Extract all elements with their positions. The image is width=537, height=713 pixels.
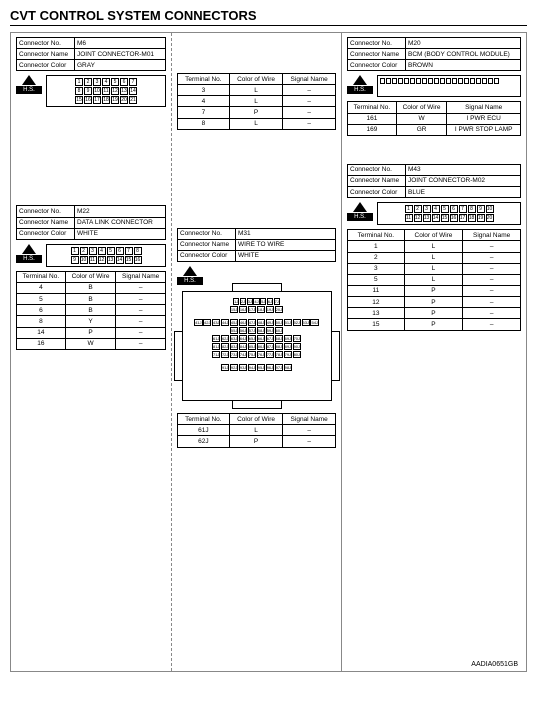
m31-meta-table: Connector No.M31 Connector NameWIRE TO W… xyxy=(177,228,336,262)
m22-signal-table: Terminal No.Color of WireSignal Name 4B–… xyxy=(16,271,166,350)
hs-badge: H.S. xyxy=(177,266,203,285)
m22-meta-table: Connector No.M22 Connector NameDATA LINK… xyxy=(16,205,166,239)
m6-connector-diagram: 123456789101112131415161718192021 xyxy=(46,75,166,107)
hs-badge: H.S. xyxy=(347,202,373,221)
page-title: CVT CONTROL SYSTEM CONNECTORS xyxy=(10,8,527,26)
column-2: Terminal No.Color of WireSignal Name 3L–… xyxy=(171,33,341,671)
m20-connector-diagram xyxy=(377,75,521,97)
hs-badge: H.S. xyxy=(16,75,42,94)
m43-connector-diagram: 1234567891011121314151617181920 xyxy=(377,202,521,225)
reference-id: AADIA0651GB xyxy=(471,661,518,668)
m6-meta-table: Connector No.M6 Connector NameJOINT CONN… xyxy=(16,37,166,71)
hs-badge: H.S. xyxy=(347,75,373,94)
m43-signal-table: Terminal No.Color of WireSignal Name 1L–… xyxy=(347,229,521,330)
hs-badge: H.S. xyxy=(16,244,42,263)
m20-signal-table: Terminal No.Color of WireSignal Name 161… xyxy=(347,101,521,135)
m20-meta-table: Connector No.M20 Connector NameBCM (BODY… xyxy=(347,37,521,71)
m31-signal-table: Terminal No.Color of WireSignal Name 61J… xyxy=(177,413,336,447)
m43-meta-table: Connector No.M43 Connector NameJOINT CON… xyxy=(347,164,521,198)
m6-signal-table: Terminal No.Color of WireSignal Name 3L–… xyxy=(177,73,336,130)
column-3: Connector No.M20 Connector NameBCM (BODY… xyxy=(341,33,526,671)
column-1: Connector No.M6 Connector NameJOINT CONN… xyxy=(11,33,171,671)
diagram-frame: Connector No.M6 Connector NameJOINT CONN… xyxy=(10,32,527,672)
m22-connector-diagram: 12345678910111213141516 xyxy=(46,244,166,267)
m31-connector-diagram: 1J2J3J4J5J6J7J15J16J17J18J19J20J41J42J43… xyxy=(182,291,332,401)
